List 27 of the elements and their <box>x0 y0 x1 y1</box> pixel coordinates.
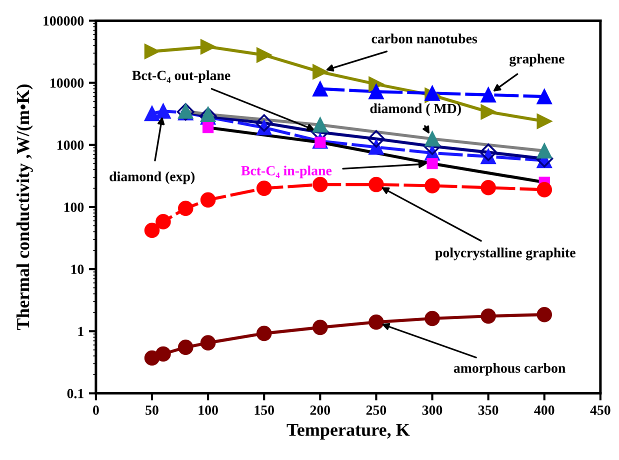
y-axis-title: Thermal conductivity ,W/(m•K) <box>16 84 33 330</box>
x-tick-label: 50 <box>146 406 158 415</box>
x-tick-label: 200 <box>310 406 330 415</box>
y-tick-label: 1 <box>78 326 84 336</box>
y-tick-label: 1000 <box>57 140 84 150</box>
text: graphene <box>510 54 564 66</box>
text: diamond (exp) <box>110 171 195 184</box>
y-tick-label: 100000 <box>44 16 84 26</box>
text: polycrystalline graphite <box>435 248 576 260</box>
series-label: Bct-C₄ in-plane <box>241 166 332 178</box>
x-tick-label: 300 <box>422 406 442 415</box>
y-tick-label: 100 <box>64 202 84 212</box>
x-axis-title: Temperature, K <box>286 424 410 440</box>
x-tick-label: 350 <box>478 406 498 415</box>
y-tick-label: 0.1 <box>67 388 84 398</box>
x-tick-label: 250 <box>366 406 386 415</box>
text: carbon nanotubes <box>372 34 478 44</box>
series-label: diamond ( MD) <box>370 103 461 116</box>
y-tick-label: 10000 <box>50 78 84 88</box>
x-tick-label: 100 <box>198 406 218 415</box>
series-label: Bct-C₄ out-plane <box>132 70 230 83</box>
x-tick-label: 0 <box>93 406 99 415</box>
x-tick-label: 400 <box>534 406 554 415</box>
y-tick-label: 10 <box>71 264 84 274</box>
text: amorphous carbon <box>454 363 566 376</box>
x-tick-label: 450 <box>590 406 610 415</box>
x-tick-label: 150 <box>254 406 274 415</box>
